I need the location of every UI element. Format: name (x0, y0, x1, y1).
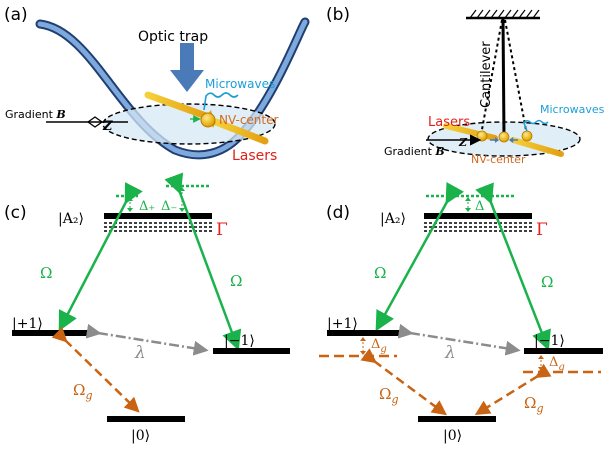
delta-g-label-right: Δg (549, 355, 565, 373)
z-axis-icon (86, 116, 104, 128)
level-minus1 (213, 348, 290, 354)
gradient-b-label-b: Gradient B (384, 145, 445, 158)
omega-g-label-right-d: Ωg (524, 394, 543, 415)
level-minus1-label: |−1⟩ (224, 333, 255, 349)
cantilever-label: Cantilever (479, 41, 494, 108)
omega-g-transition-left-d (360, 348, 448, 416)
z-axis-label: Z (102, 119, 113, 134)
panel-c-label: (c) (4, 203, 27, 223)
level-plus1-label-d: |+1⟩ (327, 316, 358, 332)
cantilever (501, 17, 506, 138)
microwave-wave-icon-b (523, 119, 549, 132)
level-zero-d (418, 416, 496, 422)
level-minus1-d (524, 348, 603, 354)
level-zero-label-d: |0⟩ (443, 428, 462, 444)
level-a2-label: |A₂⟩ (58, 211, 84, 227)
omega-transition-right-d (475, 182, 551, 351)
level-a2 (104, 213, 212, 219)
panel-b: (b) Cantilever Gradient B Z (326, 5, 605, 166)
panel-a-label: (a) (4, 5, 28, 25)
lambda-coupling-d (397, 323, 521, 356)
level-plus1-label: |+1⟩ (12, 316, 43, 332)
level-a2-label-d: |A₂⟩ (380, 211, 406, 227)
omega-g-label: Ωg (73, 381, 92, 402)
delta-label-d: Δ (475, 199, 484, 214)
cantilever-deflection-left (480, 19, 503, 136)
trap-disk (102, 103, 276, 145)
panel-c: (c) |A₂⟩ Γ Δ₊ Δ₋ Ω Ω |+1⟩ |−1⟩ λ Ωg (4, 172, 290, 444)
delta-g-label-left: Δg (371, 337, 387, 355)
omega-transition-right (164, 172, 242, 351)
optic-trap-label: Optic trap (138, 29, 208, 45)
nv-center-b-right (521, 130, 533, 142)
panel-d: (d) |A₂⟩ Γ Δ Ω Ω |+1⟩ |−1⟩ Δg Δg λ (319, 182, 603, 444)
level-zero-label: |0⟩ (131, 428, 150, 444)
lambda-label: λ (134, 343, 146, 363)
delta-minus-label: Δ₋ (161, 199, 177, 214)
omega-right-label: Ω (230, 272, 242, 290)
omega-right-label-d: Ω (541, 273, 553, 291)
gamma-label-d: Γ (536, 220, 548, 240)
microwaves-label: Microwaves (205, 77, 275, 91)
microwave-wave-icon (203, 92, 239, 111)
level-plus1 (12, 330, 90, 336)
lambda-coupling (85, 323, 209, 356)
nv-center-label-b: NV-center (471, 153, 526, 166)
nv-center-b-left (476, 130, 488, 142)
lasers-label: Lasers (232, 148, 277, 164)
trap-arrow-icon (170, 43, 204, 92)
mount-hatching (469, 9, 540, 19)
laser-beam-lower (212, 118, 269, 145)
z-axis-label-b: Z (458, 136, 468, 149)
omega-g-transition (51, 326, 140, 413)
cantilever-deflection-right (504, 19, 528, 136)
level-plus1-d (327, 330, 402, 336)
delta-plus-label: Δ₊ (139, 199, 155, 214)
lasers-label-b: Lasers (428, 115, 470, 130)
level-zero (107, 416, 185, 422)
nv-center-particle (200, 112, 216, 128)
omega-transition-left (58, 182, 143, 332)
omega-left-label-d: Ω (374, 264, 386, 282)
gamma-label: Γ (216, 220, 228, 240)
omega-transition-left-d (375, 182, 464, 332)
omega-g-label-left-d: Ωg (379, 385, 398, 406)
nv-center-label: NV-center (219, 113, 278, 127)
lambda-label-d: λ (444, 343, 456, 363)
microwaves-label-b: Microwaves (540, 103, 605, 116)
level-minus1-label-d: |−1⟩ (534, 333, 565, 349)
panel-d-label: (d) (326, 203, 350, 223)
omega-left-label: Ω (40, 264, 52, 282)
gradient-b-label: Gradient B (5, 108, 66, 121)
panel-a: (a) Optic trap Gradient B Z NV-center Mi… (4, 5, 310, 164)
omega-g-transition-right-d (474, 363, 552, 415)
laser-beam-upper (144, 91, 210, 120)
panel-b-label: (b) (326, 5, 350, 25)
laser-beam-b-lower (510, 137, 564, 157)
nv-center-b-middle (498, 131, 510, 143)
